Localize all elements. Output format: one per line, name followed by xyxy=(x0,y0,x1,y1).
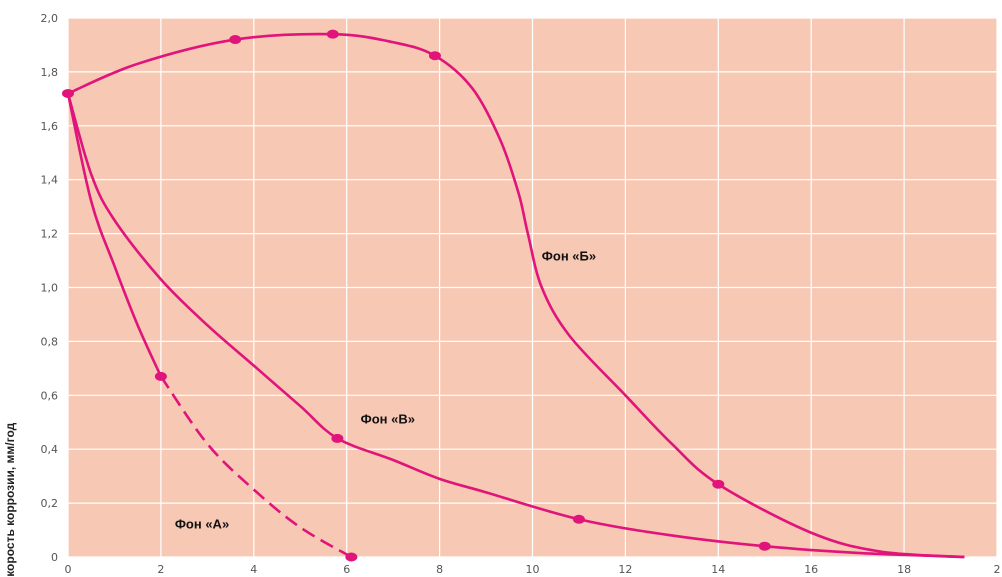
series-annotation: Фон «Б» xyxy=(542,249,596,264)
data-point-marker xyxy=(154,371,167,381)
data-point-marker xyxy=(345,552,358,562)
y-tick-label: 1,0 xyxy=(41,282,59,295)
y-tick-label: 2,0 xyxy=(41,12,59,25)
x-tick-label: 4 xyxy=(250,563,257,576)
x-tick-label: 16 xyxy=(804,563,818,576)
y-axis-title: скорость коррозии, мм/год xyxy=(3,422,17,577)
data-point-marker xyxy=(331,433,344,443)
x-tick-label: 6 xyxy=(343,563,350,576)
data-point-marker xyxy=(229,35,242,45)
series-line-1 xyxy=(67,32,965,559)
series-line-2 xyxy=(66,93,965,559)
series-lines xyxy=(66,32,965,559)
y-tick-label: 0,2 xyxy=(41,497,59,510)
data-point-marker xyxy=(712,479,725,489)
y-tick-label: 1,6 xyxy=(41,120,59,133)
y-tick-label: 0,4 xyxy=(41,443,59,456)
data-point-marker xyxy=(326,29,339,39)
x-tick-label: 12 xyxy=(618,563,632,576)
data-point-marker xyxy=(62,88,74,98)
data-point-marker xyxy=(428,51,441,61)
data-point-marker xyxy=(758,541,771,551)
series-annotation: Фон «А» xyxy=(175,517,229,532)
x-tick-label: 14 xyxy=(711,563,725,576)
series-markers xyxy=(62,29,771,562)
series-annotations: Фон «Б» Фон «В» Фон «А» xyxy=(175,249,596,532)
data-point-marker xyxy=(572,514,585,524)
series-line-3-solid xyxy=(66,93,163,377)
grid-lines xyxy=(67,17,998,558)
y-tick-label: 0,8 xyxy=(41,335,59,348)
x-tick-label: 18 xyxy=(897,563,911,576)
y-tick-label: 1,4 xyxy=(41,174,59,187)
x-tick-label: 2 xyxy=(994,563,1001,576)
series-line-3-dashed xyxy=(159,375,352,559)
x-tick-label: 0 xyxy=(65,563,72,576)
y-tick-label: 1,8 xyxy=(41,66,59,79)
series-annotation: Фон «В» xyxy=(361,412,415,427)
y-tick-labels: 0 0,2 0,4 0,6 0,8 1,0 1,2 1,4 1,6 1,8 2,0 xyxy=(41,12,59,564)
x-tick-label: 2 xyxy=(157,563,164,576)
y-tick-label: 1,2 xyxy=(41,228,59,241)
x-tick-label: 8 xyxy=(436,563,443,576)
x-tick-labels: 0 2 4 6 8 10 12 14 16 18 2 xyxy=(65,563,1001,576)
y-tick-label: 0 xyxy=(51,551,58,564)
y-tick-label: 0,6 xyxy=(41,389,59,402)
x-tick-label: 10 xyxy=(526,563,540,576)
